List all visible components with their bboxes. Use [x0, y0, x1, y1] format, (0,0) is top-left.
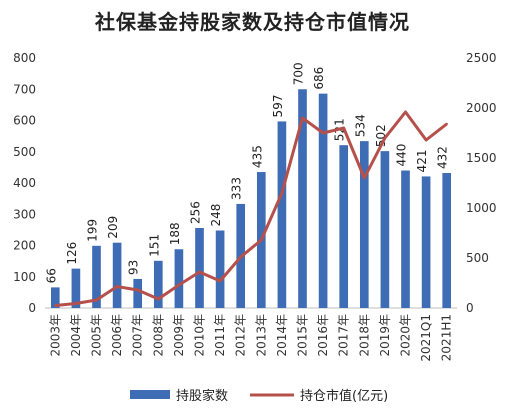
bar-data-label: 151 — [147, 234, 161, 257]
line-point — [321, 131, 325, 135]
bar — [174, 249, 184, 308]
y-right-tick-label: 0 — [466, 301, 474, 315]
line-point — [239, 255, 242, 259]
x-tick-label: 2021H1 — [440, 314, 454, 361]
line-point — [218, 279, 222, 283]
x-tick-label: 2020年 — [399, 314, 413, 357]
line-point — [157, 297, 160, 301]
bar — [359, 141, 369, 308]
y-right-tick-label: 2000 — [466, 101, 497, 115]
x-tick-label: 2008年 — [151, 314, 165, 357]
bar — [442, 173, 452, 308]
y-left-tick-label: 300 — [13, 207, 36, 221]
bar-data-label: 93 — [127, 260, 141, 275]
legend-bar-swatch — [130, 390, 170, 399]
bar-data-label: 199 — [86, 219, 100, 242]
bar-data-label: 435 — [250, 145, 264, 168]
y-left-tick-label: 600 — [13, 114, 36, 128]
y-right-tick-label: 1000 — [466, 201, 497, 215]
bar-data-label: 421 — [415, 150, 429, 173]
legend-line-label: 持仓市值(亿元) — [300, 388, 388, 404]
line-point — [280, 191, 284, 195]
y-left-tick-label: 200 — [13, 239, 36, 253]
line-point — [177, 283, 181, 287]
x-tick-label: 2015年 — [296, 314, 310, 357]
bar — [112, 242, 122, 308]
bar-data-label: 597 — [271, 95, 285, 118]
line-point — [54, 304, 57, 307]
x-tick-label: 2005年 — [90, 314, 104, 357]
x-tick-label: 2018年 — [357, 314, 371, 357]
line-point — [424, 138, 428, 142]
line-point — [301, 116, 304, 120]
chart-title: 社保基金持股家数及持仓市值情况 — [95, 10, 410, 34]
bar-data-label: 126 — [65, 242, 79, 265]
y-right-tick-label: 2500 — [466, 51, 497, 65]
bar-data-label: 432 — [436, 146, 450, 169]
x-tick-label: 2004年 — [69, 314, 83, 357]
line-point — [260, 238, 263, 242]
bar-data-label: 333 — [230, 177, 244, 200]
y-left-tick-label: 800 — [13, 51, 36, 65]
line-point — [363, 176, 366, 180]
x-tick-label: 2012年 — [234, 314, 248, 357]
y-left-tick-label: 0 — [28, 301, 36, 315]
y-right-tick-label: 1500 — [466, 151, 497, 165]
bar — [298, 89, 307, 308]
line-point — [74, 302, 78, 305]
x-tick-label: 2003年 — [48, 314, 62, 357]
bar-data-label: 209 — [106, 216, 120, 239]
line-point — [404, 110, 407, 114]
bar — [133, 278, 143, 308]
bar — [215, 230, 225, 308]
bar — [50, 287, 60, 308]
bar — [277, 121, 287, 308]
bar-data-label: 248 — [209, 204, 223, 227]
x-tick-label: 2006年 — [110, 314, 124, 357]
y-left-tick-label: 400 — [13, 176, 36, 190]
bar-data-label: 256 — [189, 201, 203, 224]
x-tick-label: 2014年 — [275, 314, 289, 357]
bar-data-label: 188 — [168, 222, 182, 245]
bar-data-label: 686 — [312, 67, 326, 90]
bar-data-label: 440 — [395, 144, 409, 167]
x-tick-label: 2016年 — [316, 314, 330, 357]
line-point — [445, 122, 448, 126]
bar — [380, 151, 390, 308]
legend-bar-label: 持股家数 — [176, 388, 228, 404]
line-point — [383, 136, 387, 140]
x-tick-label: 2007年 — [131, 314, 145, 357]
x-tick-label: 2013年 — [254, 314, 268, 357]
x-tick-label: 2010年 — [193, 314, 207, 357]
bar — [71, 268, 81, 308]
bar — [421, 176, 431, 308]
x-tick-label: 2009年 — [172, 314, 186, 357]
y-left-tick-label: 100 — [13, 270, 36, 284]
x-tick-label: 2011年 — [213, 314, 227, 357]
bar-data-label: 534 — [353, 114, 367, 137]
bar-data-label: 66 — [44, 268, 58, 283]
y-left-tick-label: 500 — [13, 145, 36, 159]
y-right-tick-label: 500 — [466, 251, 489, 265]
line-point — [136, 288, 139, 292]
bar — [195, 228, 204, 308]
x-tick-label: 2021Q1 — [419, 314, 433, 362]
x-tick-label: 2017年 — [337, 314, 351, 357]
bar — [401, 170, 410, 308]
line-point — [342, 126, 345, 130]
bar — [339, 145, 349, 308]
y-left-tick-label: 700 — [13, 82, 36, 96]
line-point — [198, 270, 201, 274]
line-point — [115, 285, 119, 288]
bar-data-label: 700 — [292, 62, 306, 85]
bar — [318, 93, 328, 308]
x-tick-label: 2019年 — [378, 314, 392, 357]
bar — [153, 260, 163, 308]
series-line — [55, 110, 448, 307]
line-point — [95, 298, 98, 302]
bar — [92, 245, 101, 308]
